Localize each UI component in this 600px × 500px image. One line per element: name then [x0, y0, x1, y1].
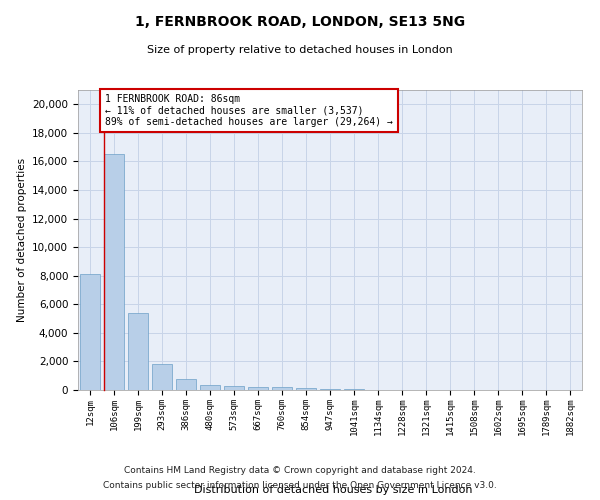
Bar	[176, 380, 196, 390]
Y-axis label: Number of detached properties: Number of detached properties	[17, 158, 26, 322]
Text: Size of property relative to detached houses in London: Size of property relative to detached ho…	[147, 45, 453, 55]
Bar	[224, 386, 244, 390]
Text: Contains public sector information licensed under the Open Government Licence v3: Contains public sector information licen…	[103, 481, 497, 490]
Bar	[272, 387, 292, 390]
Text: 1, FERNBROOK ROAD, LONDON, SE13 5NG: 1, FERNBROOK ROAD, LONDON, SE13 5NG	[135, 15, 465, 29]
Bar	[128, 313, 148, 390]
Text: 1 FERNBROOK ROAD: 86sqm
← 11% of detached houses are smaller (3,537)
89% of semi: 1 FERNBROOK ROAD: 86sqm ← 11% of detache…	[105, 94, 393, 128]
Bar	[320, 388, 340, 390]
Bar	[296, 388, 316, 390]
Bar	[152, 364, 172, 390]
Bar	[80, 274, 100, 390]
Bar	[104, 154, 124, 390]
Text: Distribution of detached houses by size in London: Distribution of detached houses by size …	[194, 485, 472, 495]
Bar	[248, 387, 268, 390]
Bar	[200, 386, 220, 390]
Text: Contains HM Land Registry data © Crown copyright and database right 2024.: Contains HM Land Registry data © Crown c…	[124, 466, 476, 475]
